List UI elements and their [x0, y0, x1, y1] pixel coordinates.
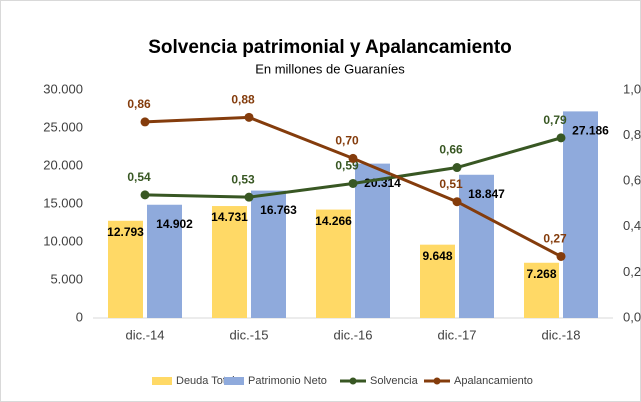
y-tick-label: 20.000 [43, 157, 83, 172]
bar [251, 190, 286, 318]
line-point [556, 133, 566, 143]
point-label: 0,27 [543, 232, 567, 246]
bar-label: 12.793 [107, 225, 144, 239]
bar [563, 111, 598, 318]
line-point [140, 117, 150, 127]
chart-title: Solvencia patrimonial y Apalancamiento [148, 37, 512, 58]
chart-subtitle: En millones de Guaraníes [255, 61, 405, 76]
legend-label: Patrimonio Neto [248, 375, 327, 387]
legend-marker [433, 377, 441, 385]
line-point [452, 163, 462, 173]
legend-swatch [224, 377, 244, 385]
legend-marker [349, 377, 357, 385]
x-tick-label: dic.-15 [229, 327, 268, 342]
line-point [244, 192, 254, 202]
point-label: 0,79 [543, 113, 567, 127]
bar [212, 206, 247, 318]
line-point [244, 112, 254, 122]
point-label: 0,70 [335, 134, 359, 148]
x-tick-label: dic.-18 [541, 327, 580, 342]
point-label: 0,51 [439, 177, 463, 191]
y2-tick-label: 0,2 [623, 264, 641, 279]
line-point [140, 190, 150, 200]
y-tick-label: 5.000 [50, 271, 83, 286]
bar [108, 220, 143, 318]
legend-label: Apalancamiento [454, 375, 533, 387]
line-point [556, 251, 566, 261]
bar-label: 14.902 [156, 217, 193, 231]
bar-label: 14.731 [211, 210, 248, 224]
bar [147, 204, 182, 318]
point-label: 0,88 [231, 93, 255, 107]
point-label: 0,53 [231, 172, 255, 186]
y2-tick-label: 0,0 [623, 309, 641, 324]
bar [355, 163, 390, 318]
legend-label: Solvencia [370, 375, 419, 387]
y2-tick-label: 1,0 [623, 81, 641, 96]
x-tick-label: dic.-14 [125, 327, 164, 342]
bar-label: 9.648 [422, 249, 452, 263]
x-tick-label: dic.-17 [437, 327, 476, 342]
bar [420, 244, 455, 318]
bar-label: 18.847 [468, 187, 505, 201]
line-point [348, 178, 358, 188]
bar-label: 16.763 [260, 203, 297, 217]
y-tick-label: 25.000 [43, 119, 83, 134]
bar-label: 14.266 [315, 214, 352, 228]
point-label: 0,54 [127, 170, 151, 184]
y2-tick-label: 0,6 [623, 173, 641, 188]
y-tick-label: 0 [76, 309, 83, 324]
line-point [348, 153, 358, 163]
bar [316, 209, 351, 318]
x-tick-label: dic.-16 [333, 327, 372, 342]
legend-label: Deuda Total [176, 375, 235, 387]
bar [524, 262, 559, 318]
bar-label: 27.186 [572, 124, 609, 138]
point-label: 0,86 [127, 97, 151, 111]
y-tick-label: 30.000 [43, 81, 83, 96]
y-tick-label: 15.000 [43, 195, 83, 210]
point-label: 0,66 [439, 143, 463, 157]
y2-tick-label: 0,4 [623, 218, 641, 233]
legend-swatch [152, 377, 172, 385]
y2-tick-label: 0,8 [623, 127, 641, 142]
line-point [452, 197, 462, 207]
bar [459, 174, 494, 318]
bar-label: 7.268 [526, 267, 556, 281]
y-tick-label: 10.000 [43, 233, 83, 248]
